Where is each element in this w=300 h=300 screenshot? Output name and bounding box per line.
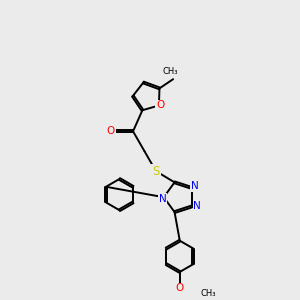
Text: S: S — [152, 165, 160, 178]
Text: O: O — [156, 100, 165, 110]
Text: N: N — [194, 201, 201, 212]
Text: CH₃: CH₃ — [163, 67, 178, 76]
Text: CH₃: CH₃ — [200, 289, 216, 298]
Text: O: O — [176, 284, 184, 293]
Text: O: O — [106, 126, 115, 136]
Text: N: N — [191, 181, 199, 191]
Text: N: N — [159, 194, 167, 204]
